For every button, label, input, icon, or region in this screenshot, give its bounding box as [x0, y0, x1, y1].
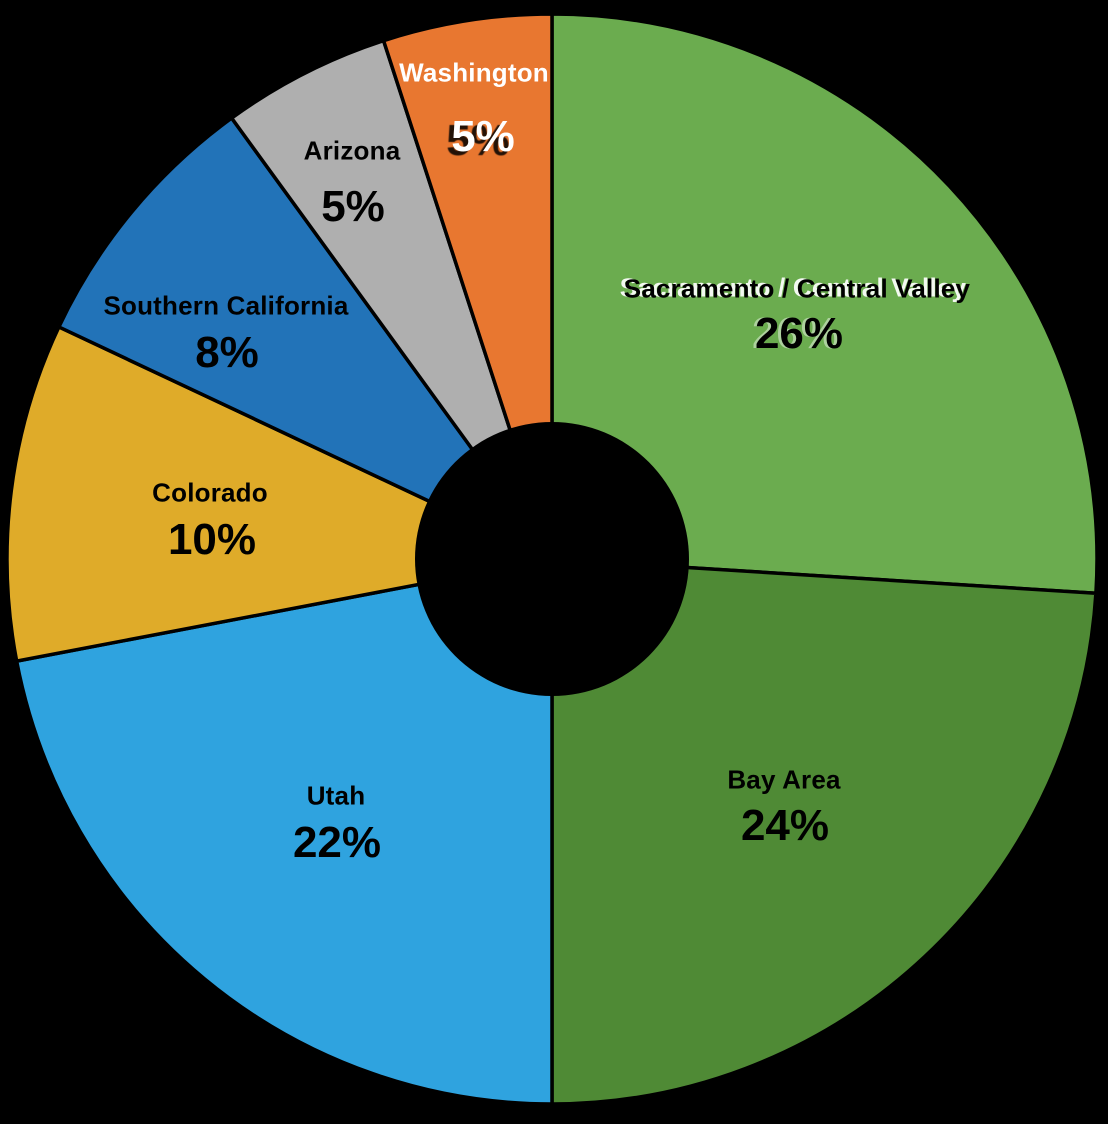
pie-slice-bay-area	[550, 557, 1098, 1106]
pie-slice-southern-california	[57, 116, 554, 561]
pie-slice-utah	[14, 557, 554, 1106]
donut-hole	[415, 422, 689, 696]
pie-slice-colorado	[5, 325, 554, 663]
pie-slice-sacramento-central-valley	[550, 12, 1099, 595]
pie-slice-washington	[381, 12, 554, 561]
pie-slice-arizona	[229, 38, 554, 561]
